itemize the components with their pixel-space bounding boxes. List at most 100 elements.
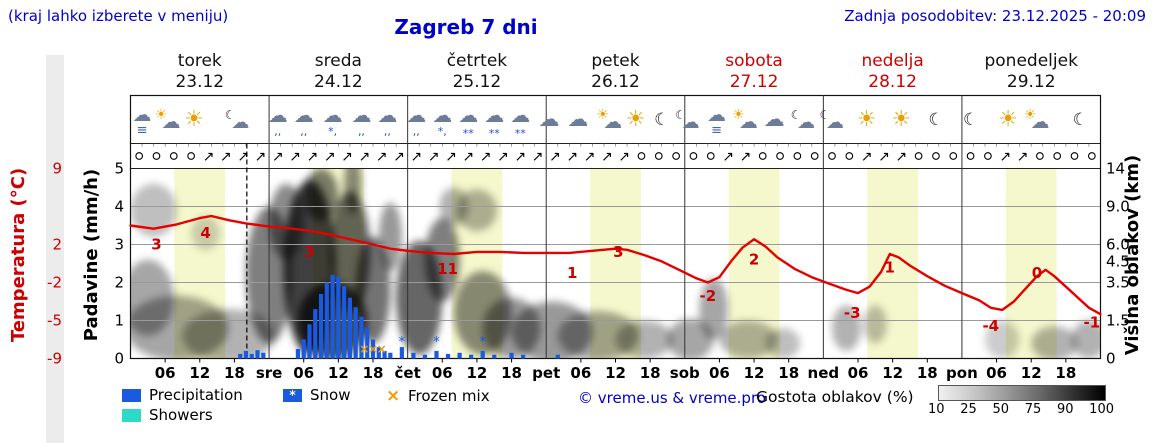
hour-label: 06 <box>986 364 1007 382</box>
temperature-value-label: 3 <box>613 243 623 261</box>
wind-arrow-icon: ↗ <box>999 149 1011 165</box>
hour-label: 06 <box>709 364 730 382</box>
temp-tick-label: 9 <box>52 160 62 178</box>
cloud-blob <box>1071 320 1101 359</box>
cloud-blob <box>699 278 729 340</box>
cloud-axis-title: Višina oblakov (km) <box>1122 155 1143 356</box>
wind-calm-icon <box>949 152 958 160</box>
snow-marker: * <box>479 335 486 350</box>
precip-bar <box>238 353 243 359</box>
temperature-value-label: -2 <box>700 287 717 305</box>
wind-calm-icon <box>1036 152 1044 160</box>
svg-text:☀: ☀ <box>1024 107 1037 123</box>
precip-tick-label: 4 <box>114 198 124 216</box>
day-abbr-label: ned <box>808 364 840 382</box>
precipitation-swatch-icon <box>122 388 141 402</box>
svg-text:☀: ☀ <box>732 107 745 123</box>
svg-text:☾: ☾ <box>928 110 943 130</box>
wind-calm-icon <box>845 152 854 160</box>
temperature-value-label: -1 <box>1084 313 1101 331</box>
wind-arrow-icon: ↗ <box>514 149 526 165</box>
svg-text:*,: *, <box>328 125 337 138</box>
moon-icon: ☾ <box>963 110 978 130</box>
wind-calm-icon <box>828 152 836 160</box>
wind-arrow-icon: ↗ <box>601 149 613 165</box>
wind-arrow-icon: ↗ <box>878 149 890 165</box>
hour-label: 18 <box>778 364 799 382</box>
hour-label: 12 <box>882 364 903 382</box>
cloud-height-tick-label: 3.5 <box>1106 274 1130 292</box>
precip-bar <box>243 350 249 359</box>
wind-arrow-icon: ↗ <box>584 149 596 165</box>
precip-tick-label: 2 <box>114 274 124 292</box>
temp-axis-title: Temperatura (°C) <box>8 168 29 342</box>
svg-text:☁: ☁ <box>351 103 371 127</box>
cloud-height-tick-label: 6.0 <box>1106 236 1130 254</box>
snow-marker: * <box>399 335 406 350</box>
svg-text:☁: ☁ <box>294 103 314 127</box>
sun-cloud-icon: ☀☁ <box>596 107 622 133</box>
precip-bar <box>318 293 324 359</box>
precip-bar <box>295 349 301 359</box>
cloud-blob <box>424 217 460 302</box>
wind-arrow-icon: ↗ <box>393 149 405 165</box>
hour-label: 12 <box>328 364 349 382</box>
precip-bar <box>382 350 387 359</box>
cloud-height-axis: 14 9.0 6.04.5 3.5 1.5 0 <box>1106 160 1130 368</box>
sun-icon: ☀ <box>857 107 877 132</box>
rain-icon: ☁,, <box>351 103 371 138</box>
precip-bar <box>445 353 451 359</box>
cloud-blob <box>667 318 714 359</box>
sun-icon: ☀ <box>626 107 646 132</box>
svg-text:**: ** <box>463 127 475 140</box>
svg-text:☾: ☾ <box>1073 110 1088 130</box>
legend-frozen-mix: × Frozen mix <box>386 386 490 406</box>
svg-text:☀: ☀ <box>998 107 1018 132</box>
svg-text:*,: *, <box>438 125 447 138</box>
sun-icon: ☀ <box>184 107 204 132</box>
wind-arrow-icon: ↗ <box>358 149 370 165</box>
rain-icon: ☁,, <box>406 103 426 138</box>
wind-arrow-icon: ↗ <box>272 149 284 165</box>
cloud-blob <box>130 183 177 237</box>
svg-text:☁: ☁ <box>432 103 452 127</box>
svg-text:☁: ☁ <box>458 103 478 127</box>
snow-icon: ☁** <box>510 103 530 140</box>
copyright-link[interactable]: © vreme.us & vreme.pro <box>578 389 766 407</box>
temperature-value-label: 1 <box>437 260 447 278</box>
svg-text:**: ** <box>489 127 501 140</box>
svg-text:☁: ☁ <box>739 111 758 133</box>
hour-label: 12 <box>189 364 210 382</box>
page-title: Zagreb 7 dni <box>394 15 538 39</box>
precip-bar <box>509 352 514 359</box>
wind-arrow-icon: ↗ <box>462 149 474 165</box>
moon-cloud-icon: ☾☁ <box>820 108 844 133</box>
wind-arrow-icon: ↗ <box>376 149 388 165</box>
precip-bar <box>399 347 404 359</box>
day-name: sobota <box>725 51 783 71</box>
day-date: 23.12 <box>175 72 224 92</box>
wind-calm-icon <box>758 152 767 160</box>
precip-axis: 0 1 2 3 4 5 <box>114 160 124 368</box>
hour-label: 18 <box>224 364 245 382</box>
day-date: 29.12 <box>1007 72 1056 92</box>
temp-axis: 9 2 -2 -5 -9 <box>47 160 62 368</box>
wind-calm-icon <box>706 152 715 160</box>
snow-swatch-icon: * <box>283 388 302 402</box>
snow-marker: * <box>433 335 440 350</box>
temp-tick-label: -5 <box>47 312 62 330</box>
cloud-density-tick: 75 <box>1024 402 1042 417</box>
hour-label: 18 <box>501 364 522 382</box>
legend-precipitation-label: Precipitation <box>149 386 243 404</box>
svg-text:☾: ☾ <box>820 108 831 122</box>
svg-text:☾: ☾ <box>675 108 686 122</box>
temperature-value-label: 4 <box>200 224 210 242</box>
fog-icon: ☁≡ <box>133 104 152 138</box>
wind-calm-icon <box>1087 152 1096 160</box>
precip-bar <box>324 282 329 359</box>
temp-tick-label: -2 <box>47 274 62 292</box>
legend-showers-label: Showers <box>149 406 213 424</box>
svg-text:☀: ☀ <box>596 107 609 123</box>
wind-calm-icon <box>984 152 992 160</box>
